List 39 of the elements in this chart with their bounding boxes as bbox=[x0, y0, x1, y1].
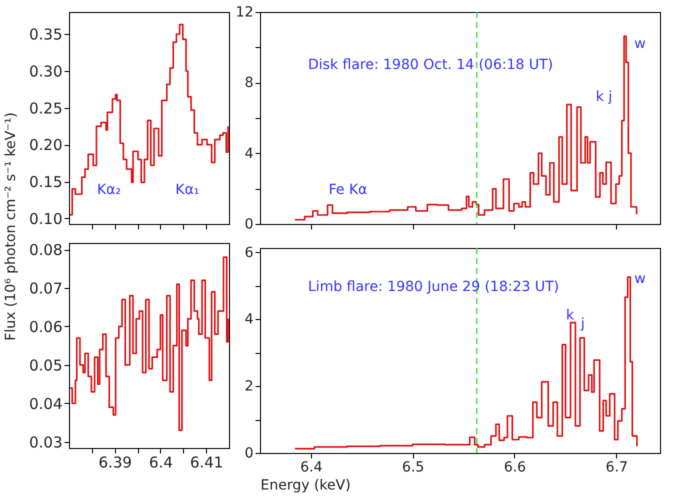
x-tick-label: 6.6 bbox=[504, 460, 526, 476]
y-tick-label: 0 bbox=[244, 216, 254, 232]
annotation: k bbox=[566, 308, 575, 324]
y-tick-label: 0.35 bbox=[29, 26, 62, 44]
y-axis-title: Flux (10⁶ photon cm⁻² s⁻¹ keV⁻¹) bbox=[3, 112, 19, 341]
annotation: Fe Kα bbox=[328, 182, 368, 198]
annotation: Kα₁ bbox=[175, 182, 200, 198]
annotation: k j bbox=[596, 88, 612, 105]
y-tick-label: 12 bbox=[236, 4, 254, 20]
y-tick-label: 0 bbox=[244, 446, 254, 462]
annotation: w bbox=[634, 36, 646, 52]
x-tick-label: 6.39 bbox=[98, 454, 132, 472]
y-tick-label: 0.15 bbox=[29, 173, 62, 192]
y-tick-label: 0.25 bbox=[29, 99, 62, 118]
y-tick-label: 0.10 bbox=[29, 210, 62, 228]
y-tick-label: 2 bbox=[244, 378, 254, 395]
y-tick-label: 4 bbox=[244, 146, 254, 162]
y-tick-label: 8 bbox=[244, 75, 254, 92]
annotation: w bbox=[634, 270, 646, 287]
x-tick-label: 6.4 bbox=[149, 454, 173, 472]
y-tick-label: 6 bbox=[244, 244, 254, 261]
y-tick-label: 0.07 bbox=[29, 280, 62, 298]
annotation: Disk flare: 1980 Oct. 14 (06:18 UT) bbox=[308, 57, 554, 73]
x-tick-label: 6.4 bbox=[300, 460, 323, 476]
annotation: Kα₂ bbox=[96, 182, 122, 198]
annotation: j bbox=[580, 316, 585, 332]
y-tick-label: 0.05 bbox=[29, 356, 62, 374]
y-tick-label: 0.08 bbox=[29, 241, 62, 260]
y-tick-label: 0.30 bbox=[29, 62, 62, 80]
x-tick-label: 6.41 bbox=[190, 454, 224, 472]
y-tick-label: 4 bbox=[244, 312, 254, 328]
x-tick-label: 6.5 bbox=[402, 460, 424, 476]
y-tick-label: 0.06 bbox=[29, 318, 62, 336]
x-tick-label: 6.7 bbox=[606, 460, 628, 476]
y-tick-label: 0.04 bbox=[29, 394, 62, 413]
y-tick-label: 0.03 bbox=[29, 433, 62, 452]
annotation: Limb flare: 1980 June 29 (18:23 UT) bbox=[308, 278, 560, 295]
x-axis-title: Energy (keV) bbox=[260, 478, 351, 494]
y-tick-label: 0.20 bbox=[29, 136, 62, 154]
